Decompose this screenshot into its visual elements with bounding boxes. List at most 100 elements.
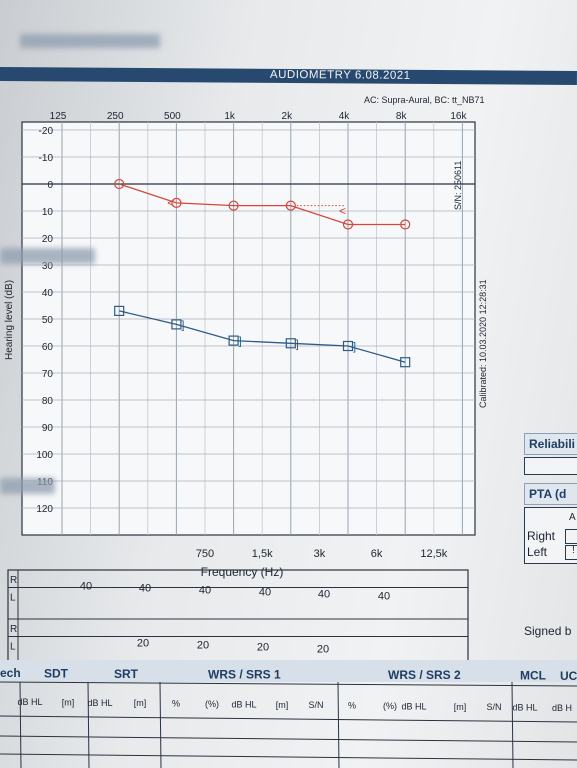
x-top-tick-label: 250 <box>107 111 124 122</box>
x-bottom-tick-label: 3k <box>314 548 326 560</box>
speech-subheader: (%) <box>383 701 397 711</box>
x-axis-label: Frequency (Hz) <box>201 565 284 579</box>
y-tick-label: -10 <box>39 153 54 164</box>
right-bc-marker: < <box>167 196 174 210</box>
x-top-tick-label: 4k <box>339 111 351 122</box>
y-tick-label: 60 <box>42 342 54 353</box>
signed-label: Signed b <box>524 624 572 638</box>
x-top-tick-label: 1k <box>224 111 236 122</box>
speech-table-rule <box>0 681 577 687</box>
speech-subheader: dB HL <box>512 703 537 713</box>
y-axis-label: Hearing level (dB) <box>4 280 15 360</box>
right-ear-circle-marker <box>114 178 125 190</box>
masking-value-upper: 40 <box>259 587 271 599</box>
y-tick-label: 10 <box>42 207 54 218</box>
redacted-side-block-1 <box>0 248 95 264</box>
pta-left-label: Left <box>527 545 548 559</box>
speech-subheader: (%) <box>205 699 219 709</box>
speech-table-col-line <box>511 681 514 768</box>
redacted-side-block-2 <box>0 478 55 494</box>
left-bc-marker: ] <box>181 319 184 331</box>
masking-value-lower: 20 <box>137 638 149 650</box>
reliability-header: Reliabili <box>524 433 577 455</box>
right-ear-circle-marker <box>342 219 354 230</box>
y-tick-label: 70 <box>42 369 54 380</box>
x-top-tick-label: 2k <box>282 111 294 122</box>
right-ear-circle-marker <box>285 200 296 211</box>
right-bc-marker: < <box>339 204 346 218</box>
x-top-tick-label: 125 <box>50 111 67 122</box>
redacted-header-block <box>20 34 160 48</box>
x-top-tick-label: 8k <box>396 111 408 122</box>
speech-table-header-band <box>0 660 577 682</box>
speech-subheader: dB HL <box>87 698 112 708</box>
speech-subheader: % <box>348 701 356 711</box>
masking-value-lower: 20 <box>257 642 269 654</box>
y-tick-label: 120 <box>36 504 53 515</box>
speech-subheader: S/N <box>308 700 323 710</box>
left-bc-marker: ] <box>353 341 356 353</box>
left-bc-marker: ] <box>239 336 242 348</box>
pta-left-field[interactable] <box>565 545 577 560</box>
speech-table-rule <box>0 715 577 723</box>
x-top-tick-label: 500 <box>164 111 181 122</box>
speech-subheader: dB HL <box>231 699 256 709</box>
y-tick-label: 90 <box>42 423 54 434</box>
left-ear-square-marker <box>228 335 239 346</box>
left-ear-square-marker <box>342 340 354 352</box>
series-line-right <box>118 183 406 226</box>
x-bottom-tick-label: 6k <box>371 548 383 560</box>
right-ear-circle-marker <box>228 200 239 211</box>
left-ear-square-marker <box>171 319 182 330</box>
calibrated-label: Calibrated: 10.03.2020 12:28:31 <box>478 279 488 408</box>
speech-subheader: [m] <box>454 702 467 712</box>
y-tick-label: 20 <box>42 234 54 245</box>
speech-section-header: ech <box>0 666 21 680</box>
masking-row-label: R <box>10 624 17 635</box>
y-tick-label: 80 <box>42 396 54 407</box>
speech-subheader: % <box>172 699 180 709</box>
speech-section-header: SRT <box>114 667 139 681</box>
speech-subheader: [m] <box>62 697 75 707</box>
reliability-label: Reliabili <box>529 437 576 451</box>
reliability-field[interactable] <box>524 457 577 475</box>
speech-subheader: dB HL <box>17 697 42 707</box>
speech-section-header: UC <box>560 669 577 683</box>
x-top-tick-label: 16k <box>450 111 467 122</box>
right-ear-circle-marker <box>400 219 411 230</box>
y-tick-label: 50 <box>42 315 54 326</box>
x-bottom-tick-label: 1,5k <box>252 548 273 560</box>
y-tick-label: -20 <box>39 126 54 137</box>
masking-row-label: L <box>10 642 16 653</box>
masking-value-upper: 40 <box>80 581 92 593</box>
speech-section-header: WRS / SRS 2 <box>388 668 461 682</box>
pta-label: PTA (d <box>529 487 567 501</box>
speech-table-col-line <box>337 681 340 768</box>
left-bc-marker: ] <box>296 338 299 350</box>
masking-value-lower: 20 <box>317 644 329 656</box>
pta-right-label: Right <box>527 529 556 543</box>
plot-area <box>21 121 476 536</box>
speech-subheader: dB HL <box>401 701 426 711</box>
serial-label: S/N: 250611 <box>453 160 463 210</box>
left-ear-square-marker <box>114 305 125 316</box>
ac-bc-note: AC: Supra-Aural, BC: tt_NB71 <box>364 95 485 105</box>
pta-left-value: ! <box>572 545 575 556</box>
x-bottom-tick-label: 750 <box>196 548 214 560</box>
masking-value-upper: 40 <box>318 589 330 601</box>
y-tick-label: 40 <box>42 288 54 299</box>
speech-subheader: S/N <box>486 702 501 712</box>
pta-small: A <box>569 512 576 523</box>
masking-value-upper: 40 <box>139 583 151 595</box>
pta-right-field[interactable] <box>565 529 577 544</box>
speech-table-rule <box>0 735 577 743</box>
masking-row-label: L <box>10 593 16 604</box>
y-tick-label: 100 <box>36 450 53 461</box>
series-line-left <box>119 310 406 363</box>
speech-section-header: SDT <box>44 667 69 681</box>
masking-row-label: R <box>10 575 17 586</box>
speech-table-col-line <box>19 681 22 768</box>
